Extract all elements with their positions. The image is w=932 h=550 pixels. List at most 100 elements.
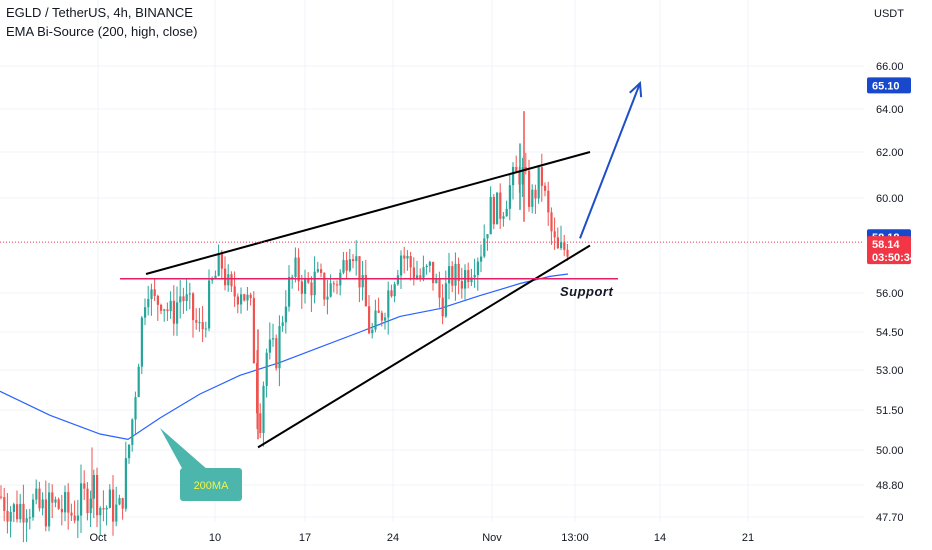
price-tick: 62.00 [876, 147, 904, 159]
candle-body [307, 278, 310, 283]
candle-body [528, 170, 531, 207]
candle-body [448, 266, 451, 284]
candle-body [128, 444, 131, 459]
callout-pointer [160, 428, 208, 470]
callout-box [180, 468, 242, 501]
candle-body [48, 492, 51, 527]
candle-body [387, 290, 390, 318]
candle-body [19, 503, 22, 520]
ema-line [0, 273, 569, 440]
candle-body [198, 322, 201, 324]
support-label: Support [560, 284, 613, 299]
candle-body [0, 496, 3, 498]
candle-body [195, 320, 198, 323]
candle-body [105, 507, 108, 510]
price-tick: 54.50 [876, 327, 904, 339]
candle-body [96, 475, 99, 516]
candle-body [272, 338, 275, 340]
current-price-badge-text: 58.14 [872, 239, 900, 251]
candle-body [172, 300, 175, 324]
candle-body [422, 267, 425, 278]
candle-body [540, 167, 543, 186]
candle-body [476, 261, 479, 276]
candle-body [25, 518, 28, 523]
candle-body [560, 242, 563, 249]
candle-body [393, 284, 396, 297]
time-tick: Oct [89, 532, 106, 544]
candle-body [537, 167, 540, 199]
candle-body [467, 270, 470, 283]
price-tick: 60.00 [876, 193, 904, 205]
candle-body [163, 309, 166, 311]
candle-body [473, 275, 476, 278]
grid [0, 0, 864, 522]
price-tick: 51.50 [876, 405, 904, 417]
candle-body [220, 253, 223, 269]
callout-label: 200MA [194, 480, 230, 492]
ema-line-layer [0, 273, 569, 440]
candle-body [310, 282, 313, 296]
candle-body [80, 483, 83, 516]
candle-body [185, 294, 188, 302]
candle-body [320, 269, 323, 273]
candle-body [217, 253, 220, 276]
candle-body [224, 268, 227, 286]
candle-body [12, 504, 15, 512]
current-price-badge-bg [867, 236, 911, 265]
candle-body [332, 283, 335, 285]
candle-body [486, 234, 489, 239]
projection-arrow [579, 82, 641, 239]
candle-body [38, 488, 41, 509]
candle-body [355, 256, 358, 262]
candle-body [259, 413, 262, 433]
candle-body [556, 237, 559, 249]
candle-body [531, 189, 534, 207]
candle-body [496, 192, 499, 225]
candle-body [435, 279, 438, 284]
time-tick: 10 [209, 532, 221, 544]
candle-body [188, 293, 191, 295]
candle-body [428, 261, 431, 266]
candle-body [361, 275, 364, 288]
candle-body [227, 274, 230, 286]
candle-body [51, 492, 54, 503]
candle-body [179, 296, 182, 303]
time-tick: 13:00 [561, 532, 589, 544]
candle-body [409, 256, 412, 268]
candle-body [300, 281, 303, 294]
candle-body [492, 196, 495, 225]
price-tick: 64.00 [876, 104, 904, 116]
candle-body [166, 309, 169, 312]
candle-body [208, 280, 211, 329]
candle-body [454, 263, 457, 286]
candle-body [89, 498, 92, 514]
time-tick: Nov [482, 532, 502, 544]
candle-body [547, 190, 550, 213]
candle-body [432, 261, 435, 284]
candle-body [316, 269, 319, 272]
chart-title: EGLD / TetherUS, 4h, BINANCE [6, 5, 193, 20]
candle-body [6, 510, 9, 522]
candle-body [41, 499, 44, 509]
candle-body [515, 166, 518, 172]
candle-body [169, 300, 172, 312]
candle-body [182, 296, 185, 302]
candle-body [246, 294, 249, 301]
candle-body [86, 488, 89, 514]
candle-body [201, 322, 204, 330]
candle-body [390, 290, 393, 297]
candle-body [288, 276, 291, 307]
candle-body [256, 363, 259, 414]
candle-body [211, 279, 214, 281]
drawings-layer: Support 200MA [0, 81, 864, 501]
candle-body [265, 352, 268, 386]
candle-body [512, 166, 515, 186]
candle-body [54, 499, 57, 503]
candle-body [374, 310, 377, 330]
price-tick: 50.00 [876, 445, 904, 457]
candle-body [438, 279, 441, 298]
candle-body [3, 497, 6, 511]
candle-body [380, 312, 383, 321]
candle-body [451, 266, 454, 286]
